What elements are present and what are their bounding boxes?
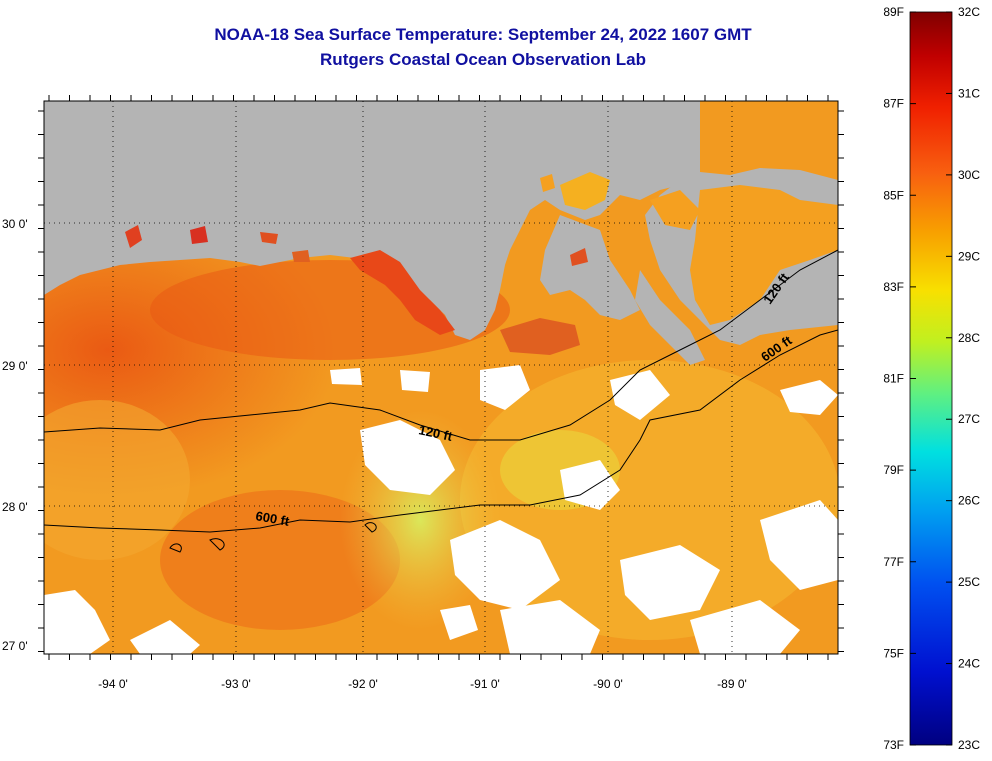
colorbar-c-label: 23C	[958, 738, 980, 752]
latitude-axis: 30 0' 29 0' 28 0' 27 0'	[2, 217, 28, 653]
colorbar-f-label: 87F	[883, 97, 904, 111]
lake	[292, 250, 310, 262]
colorbar-f-label: 83F	[883, 280, 904, 294]
colorbar-c-label: 28C	[958, 331, 980, 345]
contour-small	[209, 538, 225, 551]
land-louisiana	[44, 101, 700, 340]
colorbar-c-label: 32C	[958, 5, 980, 19]
lake	[540, 174, 555, 192]
lon-tick-label: -91 0'	[470, 677, 500, 691]
colorbar-c-label: 31C	[958, 86, 980, 100]
colorbar-c-label: 24C	[958, 657, 980, 671]
contour-600ft	[44, 329, 838, 533]
lake-pontchartrain	[560, 172, 610, 210]
colorbar-c-label: 26C	[958, 494, 980, 508]
lon-tick-label: -90 0'	[593, 677, 623, 691]
colorbar-f-label: 79F	[883, 463, 904, 477]
colorbar-c-label: 30C	[958, 168, 980, 182]
lon-tick-label: -94 0'	[98, 677, 128, 691]
colorbar-c-label: 27C	[958, 412, 980, 426]
colorbar-f-label: 89F	[883, 5, 904, 19]
colorbar-c-label: 25C	[958, 575, 980, 589]
contour-120ft	[44, 249, 838, 441]
bay-warm-water	[350, 250, 455, 335]
land-bird-foot-delta	[635, 270, 705, 365]
celsius-scale: 32C 31C 30C 29C 28C 27C 26C 25C 24C 23C	[946, 5, 980, 752]
lon-tick-label: -93 0'	[221, 677, 251, 691]
colorbar-gradient	[909, 11, 953, 746]
colorbar-f-label: 73F	[883, 738, 904, 752]
lat-tick-label: 27 0'	[2, 639, 28, 653]
contour-small	[169, 543, 182, 553]
temperature-colorbar: 89F 87F 85F 83F 81F 79F 77F 75F 73F 32C 31C 30C 29C…	[883, 5, 980, 752]
land-louisiana-delta	[540, 215, 640, 320]
contour-small	[364, 522, 377, 533]
lake	[570, 248, 588, 266]
lat-tick-label: 28 0'	[2, 500, 28, 514]
axis-ticks	[38, 95, 844, 660]
colorbar-f-label: 81F	[883, 372, 904, 386]
cloud-cover	[44, 365, 838, 654]
longitude-axis: -94 0' -93 0' -92 0' -91 0' -90 0' -89 0…	[98, 677, 747, 691]
colorbar-f-label: 85F	[883, 188, 904, 202]
colorbar-c-label: 29C	[958, 249, 980, 263]
lake	[260, 232, 278, 244]
contour-label-600ft-west: 600 ft	[254, 508, 291, 529]
map-frame	[43, 100, 839, 655]
lake	[125, 225, 142, 248]
bay-water	[650, 190, 700, 230]
lat-tick-label: 30 0'	[2, 217, 28, 231]
fahrenheit-scale: 89F 87F 85F 83F 81F 79F 77F 75F 73F	[883, 5, 916, 752]
bathymetry-contours	[44, 249, 838, 553]
colorbar-f-label: 75F	[883, 646, 904, 660]
lake	[190, 226, 208, 244]
lon-tick-label: -92 0'	[348, 677, 378, 691]
map-title: NOAA-18 Sea Surface Temperature: Septemb…	[214, 25, 752, 44]
lon-tick-label: -89 0'	[717, 677, 747, 691]
warm-water-region	[160, 490, 400, 630]
map-plot-area: 120 ft 600 ft 120 ft 600 ft	[44, 101, 838, 654]
contour-label-120ft-west: 120 ft	[417, 422, 454, 444]
colorbar-f-label: 77F	[883, 555, 904, 569]
delta-bay	[500, 318, 580, 355]
lat-tick-label: 29 0'	[2, 359, 28, 373]
map-subtitle: Rutgers Coastal Ocean Observation Lab	[320, 50, 646, 69]
mississippi-sound	[690, 185, 838, 325]
graticule	[44, 101, 838, 654]
mild-water-region	[44, 400, 190, 560]
